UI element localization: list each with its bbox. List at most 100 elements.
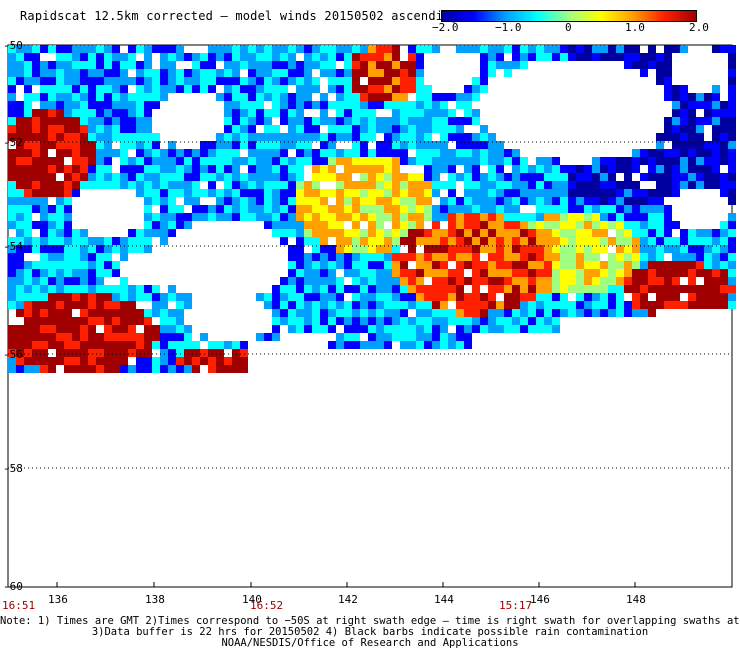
wind-cell [328, 317, 336, 325]
wind-cell [400, 341, 408, 349]
wind-cell [128, 157, 136, 165]
wind-cell [128, 181, 136, 189]
wind-cell [304, 229, 312, 237]
wind-cell [624, 237, 632, 245]
wind-cell [232, 213, 240, 221]
wind-cell [40, 117, 48, 125]
wind-cell [400, 77, 408, 85]
wind-cell [600, 173, 608, 181]
wind-cell [240, 53, 248, 61]
wind-cell [240, 205, 248, 213]
wind-cell [728, 221, 736, 229]
wind-cell [688, 117, 696, 125]
wind-cell [448, 213, 456, 221]
wind-cell [16, 77, 24, 85]
wind-cell [656, 77, 664, 85]
wind-cell [160, 85, 168, 93]
wind-cell [296, 197, 304, 205]
wind-cell [16, 149, 24, 157]
wind-cell [568, 221, 576, 229]
wind-cell [16, 365, 24, 373]
wind-cell [504, 293, 512, 301]
wind-cell [376, 165, 384, 173]
wind-cell [568, 301, 576, 309]
wind-cell [520, 269, 528, 277]
wind-cell [168, 165, 176, 173]
wind-cell [56, 189, 64, 197]
wind-cell [320, 325, 328, 333]
wind-cell [504, 253, 512, 261]
wind-cell [632, 261, 640, 269]
wind-cell [360, 61, 368, 69]
wind-cell [336, 69, 344, 77]
wind-cell [104, 61, 112, 69]
wind-cell [408, 117, 416, 125]
wind-cell [632, 53, 640, 61]
wind-cell [40, 301, 48, 309]
wind-cell [560, 309, 568, 317]
wind-cell [88, 301, 96, 309]
wind-cell [256, 165, 264, 173]
wind-cell [16, 221, 24, 229]
wind-cell [440, 157, 448, 165]
wind-cell [48, 317, 56, 325]
wind-cell [520, 229, 528, 237]
wind-cell [48, 165, 56, 173]
wind-cell [8, 53, 16, 61]
wind-cell [712, 157, 720, 165]
wind-cell [184, 85, 192, 93]
wind-cell [336, 117, 344, 125]
wind-cell [288, 269, 296, 277]
wind-cell [160, 205, 168, 213]
wind-cell [80, 277, 88, 285]
wind-cell [672, 133, 680, 141]
wind-cell [272, 45, 280, 53]
wind-cell [56, 349, 64, 357]
wind-cell [536, 165, 544, 173]
wind-cell [624, 229, 632, 237]
wind-cell [384, 77, 392, 85]
wind-cell [552, 53, 560, 61]
wind-cell [728, 117, 736, 125]
wind-cell [720, 221, 728, 229]
wind-cell [456, 293, 464, 301]
wind-cell [544, 45, 552, 53]
wind-cell [392, 261, 400, 269]
wind-cell [696, 125, 704, 133]
wind-cell [416, 125, 424, 133]
wind-cell [136, 349, 144, 357]
wind-cell [664, 213, 672, 221]
wind-cell [424, 173, 432, 181]
wind-cell [352, 125, 360, 133]
wind-cell [208, 85, 216, 93]
wind-cell [160, 365, 168, 373]
wind-cell [304, 125, 312, 133]
wind-cell [8, 205, 16, 213]
wind-cell [16, 117, 24, 125]
wind-cell [440, 333, 448, 341]
wind-cell [64, 261, 72, 269]
wind-cell [144, 85, 152, 93]
wind-cell [592, 213, 600, 221]
wind-cell [160, 93, 168, 101]
wind-cell [40, 173, 48, 181]
wind-cell [472, 93, 480, 101]
wind-cell [464, 157, 472, 165]
wind-cell [672, 189, 680, 197]
wind-cell [216, 189, 224, 197]
wind-cell [288, 253, 296, 261]
wind-difference-field [8, 45, 736, 373]
wind-cell [240, 141, 248, 149]
wind-cell [96, 157, 104, 165]
wind-cell [272, 109, 280, 117]
wind-cell [296, 149, 304, 157]
wind-cell [456, 341, 464, 349]
wind-cell [24, 173, 32, 181]
wind-cell [296, 165, 304, 173]
wind-cell [80, 149, 88, 157]
wind-cell [272, 333, 280, 341]
wind-cell [368, 237, 376, 245]
wind-cell [608, 165, 616, 173]
wind-cell [392, 269, 400, 277]
wind-cell [360, 309, 368, 317]
